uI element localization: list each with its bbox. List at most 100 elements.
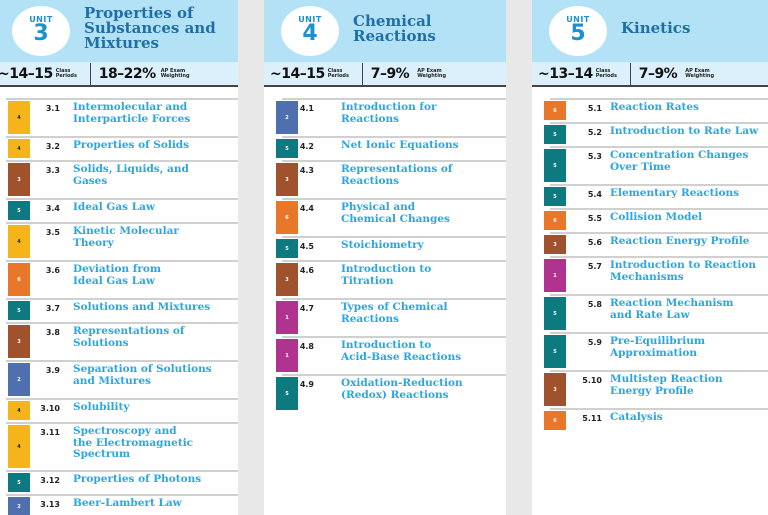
topic-number: 3.8: [45, 328, 60, 337]
topic-title[interactable]: Types of Chemical Reactions: [341, 301, 447, 325]
topic-title[interactable]: Collision Model: [610, 211, 702, 224]
topic-title[interactable]: Reaction Rates: [610, 101, 699, 114]
skill-badge: 3: [276, 163, 298, 196]
topic-title[interactable]: Kinetic Molecular Theory: [73, 225, 179, 249]
topic-number: 5.9: [587, 338, 602, 347]
topic-number: 5.11: [582, 414, 602, 423]
topic-title-line: Solutions: [73, 336, 129, 349]
topic-row: 3 3.3 Solids, Liquids, and Gases: [0, 160, 238, 198]
topic-number: 4.2: [299, 142, 314, 151]
topic-title[interactable]: Concentration Changes Over Time: [610, 149, 748, 173]
topic-title-line: Reactions: [341, 112, 399, 125]
row-divider: [6, 398, 238, 400]
topic-title[interactable]: Elementary Reactions: [610, 187, 739, 200]
topic-title[interactable]: Properties of Photons: [73, 473, 201, 486]
topic-title-line: Properties of Solids: [73, 139, 190, 151]
row-divider: [282, 298, 506, 300]
topic-title[interactable]: Introduction to Rate Law: [610, 125, 758, 138]
row-divider: [6, 160, 238, 162]
topic-row: 3 4.6 Introduction to Titration: [264, 260, 506, 298]
topic-title-line: Intermolecular and: [73, 101, 188, 113]
skill-badge: 5: [544, 335, 566, 368]
unit-5-column: UNIT 5 Kinetics ~13–14 Class Periods 7–9%…: [532, 0, 768, 515]
topic-title-line: Reaction Energy Profile: [610, 235, 750, 247]
topic-title[interactable]: Representations of Solutions: [73, 325, 184, 349]
topic-row: 2 4.1 Introduction for Reactions: [264, 98, 506, 136]
exam-weighting-label: AP Exam Weighting: [417, 68, 446, 79]
topic-title-line: Reactions: [341, 174, 399, 187]
topic-title-line: Gases: [73, 174, 108, 187]
row-divider: [282, 136, 506, 138]
label-line: AP Exam: [685, 67, 710, 74]
topic-title[interactable]: Reaction Mechanism and Rate Law: [610, 297, 734, 321]
topic-title-line: Ideal Gas Law: [73, 274, 155, 287]
topic-number: 3.13: [40, 500, 60, 509]
topic-title[interactable]: Catalysis: [610, 411, 663, 424]
topic-title[interactable]: Physical and Chemical Changes: [341, 201, 450, 225]
title-line: Substances and: [84, 19, 216, 37]
unit-4-title: Chemical Reactions: [353, 14, 436, 44]
topic-title[interactable]: Solubility: [73, 401, 129, 414]
topic-row: 1 4.8 Introduction to Acid-Base Reactions: [264, 336, 506, 374]
topic-row: 4 3.10 Solubility: [0, 398, 238, 422]
topic-title-line: Deviation from: [73, 263, 161, 275]
row-divider: [6, 136, 238, 138]
skill-badge: 2: [8, 497, 30, 515]
skill-badge: 4: [8, 101, 30, 134]
topic-title[interactable]: Net Ionic Equations: [341, 139, 459, 152]
exam-weighting-value: 7–9%: [638, 65, 678, 82]
topic-title-line: Physical and: [341, 201, 416, 213]
class-periods-value: ~14–15: [0, 65, 53, 82]
class-periods-label: Class Periods: [328, 68, 354, 79]
topic-title[interactable]: Properties of Solids: [73, 139, 190, 152]
topic-number: 5.7: [587, 262, 602, 271]
topic-title-line: and Mixtures: [73, 374, 151, 387]
label-line: Periods: [595, 72, 617, 79]
topic-number: 3.6: [45, 266, 60, 275]
topic-title-line: Introduction to: [341, 339, 432, 351]
topic-title[interactable]: Solutions and Mixtures: [73, 301, 210, 314]
skill-badge: 5: [8, 301, 30, 320]
topic-number: 5.6: [587, 238, 602, 247]
topic-title[interactable]: Ideal Gas Law: [73, 201, 155, 214]
topic-title[interactable]: Stoichiometry: [341, 239, 424, 252]
skill-badge: 5: [544, 149, 566, 182]
topic-title[interactable]: Introduction to Titration: [341, 263, 431, 287]
exam-weighting: 7–9% AP Exam Weighting: [371, 66, 446, 82]
topic-title[interactable]: Introduction for Reactions: [341, 101, 436, 125]
row-divider: [550, 208, 768, 210]
topic-number: 3.9: [45, 366, 60, 375]
topic-number: 3.10: [40, 404, 60, 413]
topic-number: 4.1: [299, 104, 314, 113]
topic-title[interactable]: Multistep Reaction Energy Profile: [610, 373, 723, 397]
skill-badge: 5: [544, 297, 566, 330]
topic-title[interactable]: Introduction to Reaction Mechanisms: [610, 259, 756, 283]
topic-title[interactable]: Pre-Equilibrium Approximation: [610, 335, 705, 359]
topic-title-line: Mechanisms: [610, 270, 684, 283]
topic-title[interactable]: Beer-Lambert Law: [73, 497, 182, 510]
topic-number: 4.6: [299, 266, 314, 275]
topic-title[interactable]: Deviation from Ideal Gas Law: [73, 263, 161, 287]
label-line: Class: [595, 67, 611, 74]
topic-title[interactable]: Introduction to Acid-Base Reactions: [341, 339, 461, 363]
topic-title[interactable]: Solids, Liquids, and Gases: [73, 163, 189, 187]
topic-title[interactable]: Oxidation-Reduction (Redox) Reactions: [341, 377, 463, 401]
class-periods: ~14–15 Class Periods: [270, 66, 354, 82]
skill-badge: 1: [276, 339, 298, 372]
topic-title-line: Kinetic Molecular: [73, 225, 179, 237]
topic-title-line: Spectrum: [73, 448, 131, 460]
row-divider: [6, 422, 238, 424]
topic-number: 3.2: [45, 142, 60, 151]
topic-title[interactable]: Reaction Energy Profile: [610, 235, 750, 248]
topic-row: 5 5.9 Pre-Equilibrium Approximation: [532, 332, 768, 370]
topic-title[interactable]: Representations of Reactions: [341, 163, 452, 187]
topic-title[interactable]: Spectroscopy and the Electromagnetic Spect…: [73, 425, 193, 461]
title-line: Chemical: [353, 12, 432, 30]
topic-row: 5 3.7 Solutions and Mixtures: [0, 298, 238, 322]
skill-badge: 6: [544, 211, 566, 230]
unit-label: UNIT: [566, 15, 590, 24]
topic-title[interactable]: Separation of Solutions and Mixtures: [73, 363, 212, 387]
topic-title[interactable]: Intermolecular and Interparticle Forces: [73, 101, 190, 125]
row-divider: [550, 184, 768, 186]
row-divider: [6, 198, 238, 200]
